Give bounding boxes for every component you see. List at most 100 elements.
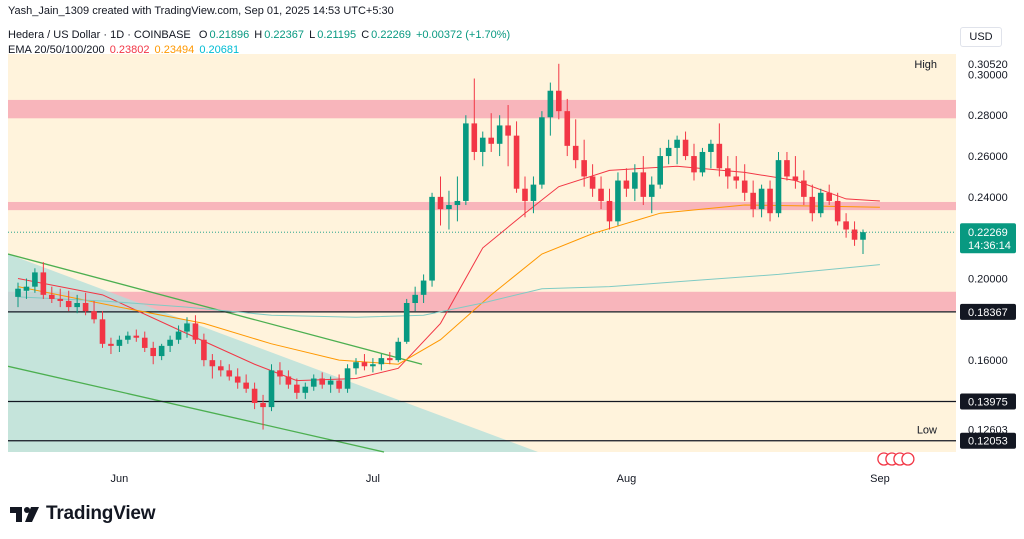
candle-body xyxy=(623,180,630,189)
candle-body xyxy=(327,380,334,385)
candle-body xyxy=(446,205,452,210)
chart-area[interactable]: 0.30000 0.28000 0.26000 0.24000 0.20000 0.160… xyxy=(8,24,1018,486)
candle-body xyxy=(15,288,21,297)
zone-1 xyxy=(8,201,956,211)
legend-ema-label: EMA 20/50/100/200 xyxy=(8,44,105,56)
candle-body xyxy=(741,180,748,193)
candle-body xyxy=(57,298,64,301)
candle-body xyxy=(116,339,123,346)
chart-legend: Hedera / US Dollar · 1D · COINBASE O 0.21… xyxy=(8,28,512,58)
candle-body xyxy=(40,272,47,295)
legend-ema100: 0.20681 xyxy=(199,44,240,56)
legend-close-label: C xyxy=(361,29,370,41)
candle-body xyxy=(479,137,486,152)
candle-body xyxy=(758,188,765,210)
candle-body xyxy=(716,143,723,169)
candle-body xyxy=(657,156,663,185)
candle-body xyxy=(615,180,621,222)
currency-button[interactable]: USD xyxy=(960,27,1002,47)
candle-body xyxy=(218,366,224,371)
x-tick-label: Jun xyxy=(111,473,129,485)
candle-body xyxy=(429,196,435,281)
candle-body xyxy=(775,160,782,214)
candle-body xyxy=(91,311,97,320)
last-price-countdown: 14:36:14 xyxy=(968,240,1011,252)
legend-symbol: Hedera / US Dollar · 1D · COINBASE xyxy=(8,29,191,41)
tradingview-logo: TradingView xyxy=(10,503,156,525)
x-tick-label: Aug xyxy=(617,473,637,485)
legend-ema-line: EMA 20/50/100/200 0.23802 0.23494 0.2068… xyxy=(8,43,512,58)
candle-body xyxy=(792,176,799,181)
zone-2 xyxy=(8,291,956,312)
candle-body xyxy=(158,345,165,357)
candle-body xyxy=(801,180,807,197)
brand-name: TradingView xyxy=(46,503,156,524)
price-label-box xyxy=(960,303,1016,320)
high-tag: High xyxy=(914,59,937,71)
event-icon xyxy=(901,452,915,466)
low-tag: Low xyxy=(917,424,937,436)
candle-body xyxy=(268,370,275,408)
price-label-0: 0.30520 xyxy=(968,59,1008,71)
y-tick-label: 0.30000 xyxy=(968,69,1008,81)
candle-body xyxy=(640,172,647,197)
legend-open-label: O xyxy=(198,29,208,41)
candle-body xyxy=(23,286,30,291)
x-tick-label: Sep xyxy=(870,473,890,485)
candle-body xyxy=(403,303,410,342)
candle-body xyxy=(336,380,342,389)
candle-body xyxy=(496,125,503,144)
candle-body xyxy=(665,147,672,157)
candle-body xyxy=(167,339,173,346)
candle-body xyxy=(310,378,317,387)
tradingview-logo-icon xyxy=(10,507,39,522)
candle-body xyxy=(82,303,89,312)
candle-body xyxy=(817,192,824,214)
candle-body xyxy=(708,143,714,152)
candle-body xyxy=(285,376,292,385)
candle-body xyxy=(99,319,106,344)
candle-body xyxy=(682,139,689,157)
candlestick-chart[interactable]: 0.30000 0.28000 0.26000 0.24000 0.20000 0.160… xyxy=(8,24,1018,486)
candle-body xyxy=(302,386,309,393)
candle-body xyxy=(471,123,478,152)
candle-body xyxy=(589,176,596,189)
candle-body xyxy=(488,137,494,144)
channel-lower-line xyxy=(8,365,385,453)
legend-ema50: 0.23494 xyxy=(154,44,195,56)
candle-body xyxy=(175,331,182,340)
candle-body xyxy=(860,232,866,240)
zone-0 xyxy=(8,99,956,119)
candle-body xyxy=(133,335,140,338)
candle-body xyxy=(32,272,38,287)
last-price-box xyxy=(960,223,1016,254)
candle-body xyxy=(378,358,385,365)
y-tick-label: 0.16000 xyxy=(968,355,1008,367)
ema-line-1 xyxy=(17,204,880,365)
candle-body xyxy=(572,145,579,161)
candle-body xyxy=(648,184,655,197)
price-label-box xyxy=(960,432,1016,449)
author-line: Yash_Jain_1309 created with TradingView.… xyxy=(8,5,394,17)
candle-body xyxy=(674,139,680,148)
y-tick-label: 0.26000 xyxy=(968,151,1008,163)
last-price-label: 0.22269 xyxy=(968,227,1008,239)
legend-change: +0.00372 (+1.70%) xyxy=(416,29,511,41)
candle-body xyxy=(691,156,697,173)
legend-close: 0.22269 xyxy=(371,29,411,41)
ema-line-0 xyxy=(17,165,880,382)
y-tick-label: 0.24000 xyxy=(968,192,1008,204)
candle-body xyxy=(108,343,114,346)
legend-open: 0.21896 xyxy=(209,29,250,41)
candle-body xyxy=(395,341,402,361)
price-label-5: 0.12053 xyxy=(968,436,1008,448)
candle-body xyxy=(454,200,461,206)
candle-body xyxy=(834,200,841,222)
candle-body xyxy=(539,117,545,185)
candle-body xyxy=(750,192,756,210)
price-axis xyxy=(958,24,1018,486)
candle-body xyxy=(209,360,216,367)
y-tick-label: 0.28000 xyxy=(968,110,1008,122)
candle-body xyxy=(556,90,562,112)
candle-body xyxy=(564,111,571,146)
